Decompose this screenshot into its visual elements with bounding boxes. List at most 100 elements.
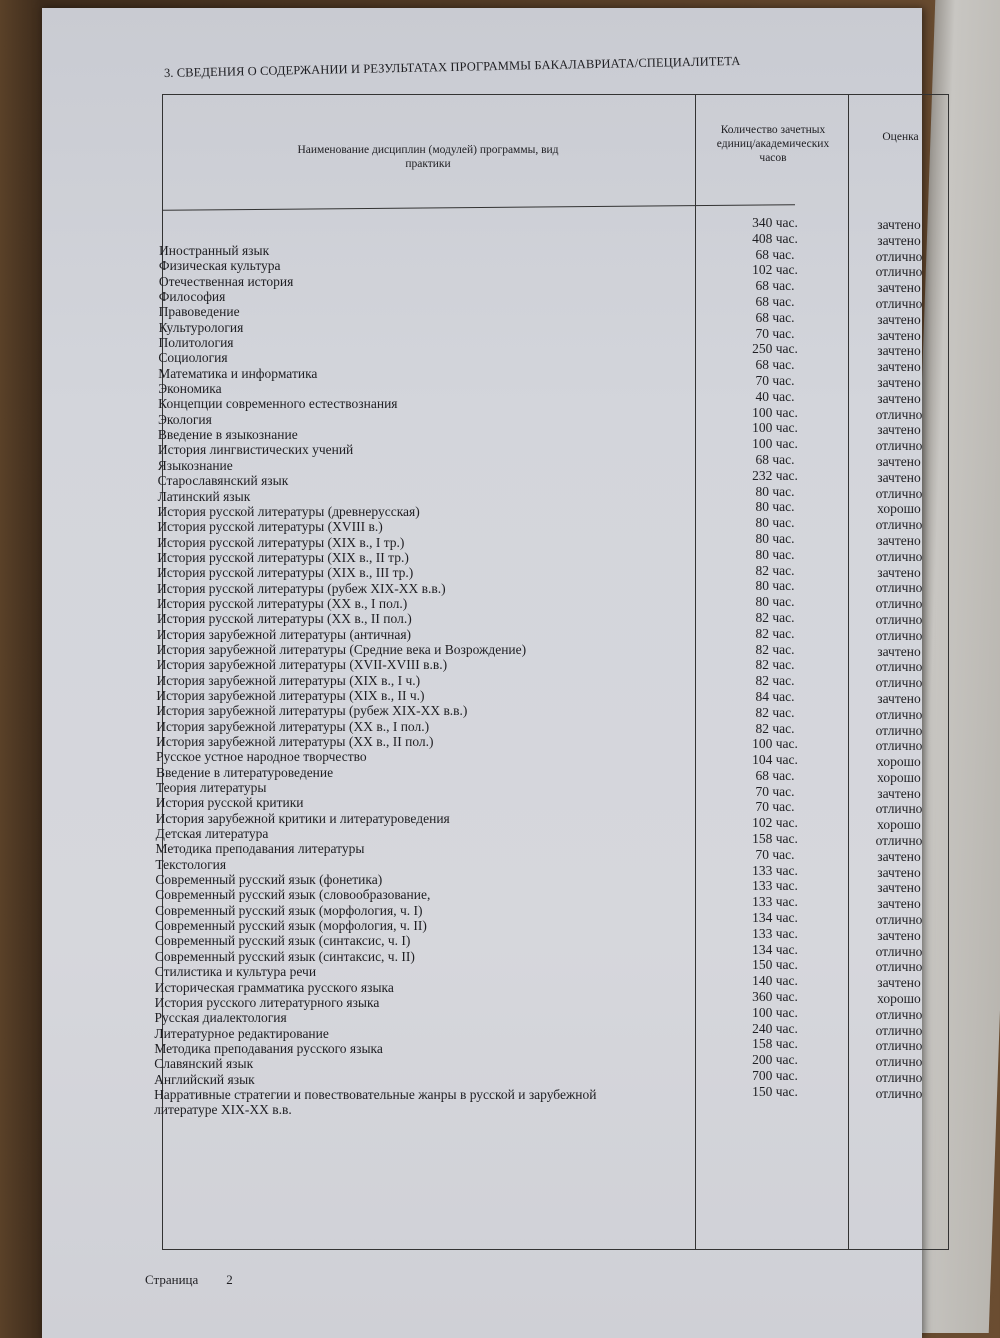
cell-hours: 84 час. (755, 688, 795, 704)
cell-grade: отлично (875, 1038, 923, 1054)
page-footer: Страница 2 (145, 1272, 233, 1288)
cell-name: Стилистика и культура речи (154, 964, 317, 980)
header-name: Наименование дисциплин (модулей) програм… (297, 144, 559, 170)
cell-grade: отлично (875, 943, 923, 959)
cell-name: Языкознание (157, 457, 233, 473)
cell-hours: 80 час. (755, 515, 795, 531)
cell-hours: 102 час. (752, 815, 798, 831)
cell-hours: 68 час. (755, 309, 795, 325)
cell-name: История русской литературы (XIX в., III … (157, 565, 414, 581)
cell-grade: зачтено (877, 422, 921, 438)
cell-hours: 68 час. (755, 357, 795, 373)
cell-hours: 200 час. (752, 1052, 798, 1068)
cell-name: Иностранный язык (159, 243, 270, 258)
cell-hours: 133 час. (752, 878, 798, 894)
cell-hours: 68 час. (755, 293, 795, 309)
cell-name: Современный русский язык (фонетика) (155, 872, 383, 888)
cell-grade: зачтено (877, 785, 921, 801)
cell-grade: зачтено (877, 880, 921, 896)
cell-name: История зарубежной литературы (XVII-XVII… (156, 657, 448, 673)
names-column: Иностранный язык Физическая культура Отече… (154, 243, 659, 1118)
cell-name: Современный русский язык (синтаксис, ч. … (154, 933, 411, 949)
cell-grade: зачтено (877, 469, 921, 485)
cell-grade: хорошо (877, 754, 921, 770)
cell-name: История русской литературы (XIX в., I тр… (157, 534, 405, 550)
cell-hours: 150 час. (752, 957, 798, 973)
cell-grade: зачтено (877, 327, 921, 343)
cell-hours: 82 час. (755, 657, 795, 673)
cell-hours: 133 час. (752, 862, 798, 878)
cell-grade: зачтено (877, 564, 921, 580)
cell-hours: 134 час. (752, 910, 798, 926)
cell-name: История русской критики (155, 795, 304, 811)
cell-name: История русской литературы (рубеж XIX-XX… (157, 580, 446, 596)
cell-name: Методика преподавания литературы (155, 841, 365, 857)
cell-hours: 40 час. (755, 388, 795, 404)
cell-name: Современный русский язык (морфология, ч.… (155, 902, 423, 918)
cell-hours: 82 час. (755, 609, 795, 625)
cell-name: Экономика (158, 381, 222, 397)
cell-name: История зарубежной литературы (XX в., I … (156, 718, 430, 734)
cell-hours: 240 час. (752, 1020, 798, 1036)
header-grade: Оценка (882, 131, 919, 143)
cell-hours: 100 час. (752, 404, 798, 420)
cell-hours: 250 час. (752, 341, 798, 357)
cell-hours: 68 час. (755, 767, 795, 783)
cell-hours: 133 час. (752, 925, 798, 941)
cell-hours: 68 час. (755, 451, 795, 467)
cell-hours: 80 час. (755, 578, 795, 594)
cell-hours: 232 час. (752, 467, 798, 483)
cell-grade: зачтено (877, 896, 921, 912)
cell-hours: 70 час. (755, 372, 795, 388)
cell-grade: отлично (875, 485, 923, 501)
cell-hours: 82 час. (755, 625, 795, 641)
cell-grade: отлично (875, 833, 923, 849)
cell-name: Историческая грамматика русского языка (154, 979, 394, 995)
cell-hours: 100 час. (752, 1004, 798, 1020)
cell-grade: отлично (875, 738, 923, 754)
cell-hours: 700 час. (752, 1068, 798, 1084)
cell-grade: зачтено (877, 532, 921, 548)
cell-grade: хорошо (877, 769, 921, 785)
cell-grade: хорошо (877, 501, 921, 517)
cell-hours: 70 час. (755, 799, 795, 815)
cell-grade: отлично (875, 517, 923, 533)
cell-name: Современный русский язык (синтаксис, ч. … (154, 948, 415, 964)
cell-hours: 150 час. (752, 1083, 798, 1099)
cell-hours: 102 час. (752, 262, 798, 278)
cell-name: Концепции современного естествознания (158, 396, 398, 412)
cell-grade: отлично (875, 706, 923, 722)
cell-grade: отлично (875, 1054, 923, 1070)
cell-grade: отлично (875, 959, 923, 975)
cell-grade: зачтено (877, 927, 921, 943)
cell-name: Правоведение (158, 304, 240, 320)
hours-column: 340 час. 408 час. 68 час. 102 час. 68 час. 68… (695, 215, 855, 1100)
cell-grade: зачтено (877, 975, 921, 991)
grades-column: зачтено зачтено отлично отлично зачтено отлич… (851, 217, 947, 1102)
cell-grade: отлично (875, 1006, 923, 1022)
cell-grade: отлично (875, 438, 923, 454)
cell-name: История русской литературы (XVIII в.) (157, 519, 383, 535)
cell-hours: 80 час. (755, 483, 795, 499)
cell-grade: зачтено (877, 232, 921, 248)
cell-name: Современный русский язык (морфология, ч.… (155, 918, 427, 934)
cell-name: Методика преподавания русского языка (154, 1040, 383, 1056)
page-number: 2 (226, 1272, 233, 1287)
cell-name: История зарубежной литературы (XIX в., I… (156, 687, 425, 703)
header-hours: Количество зачетных единиц/академических… (716, 124, 830, 164)
cell-hours: 82 час. (755, 704, 795, 720)
cell-name: Математика и информатика (158, 365, 318, 381)
cell-name: Физическая культура (158, 258, 281, 274)
disciplines-table: Наименование дисциплин (модулей) програм… (154, 94, 949, 1250)
column-divider (848, 95, 849, 1249)
cell-hours: 104 час. (752, 752, 798, 768)
cell-grade: отлично (875, 801, 923, 817)
cell-hours: 80 час. (755, 546, 795, 562)
cell-hours: 158 час. (752, 1036, 798, 1052)
cell-grade: отлично (875, 722, 923, 738)
cell-name: История зарубежной литературы (рубеж XIX… (156, 703, 468, 719)
cell-grade: зачтено (877, 864, 921, 880)
cell-name: История русской литературы (XX в., I пол… (156, 595, 408, 611)
cell-grade: отлично (875, 264, 923, 280)
cell-name: Текстология (155, 856, 227, 872)
